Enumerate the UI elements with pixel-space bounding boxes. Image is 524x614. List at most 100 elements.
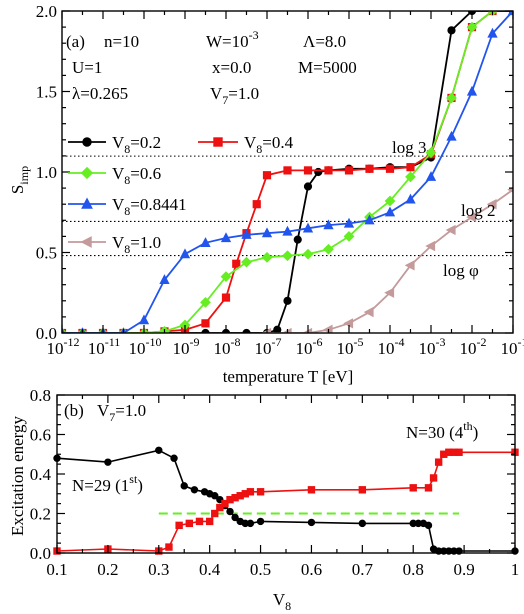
param-m: M=5000 bbox=[298, 58, 357, 77]
x-tick-label: 10-7 bbox=[255, 335, 282, 358]
ticks-a: 0.0 0.5 1.0 1.5 2.0 10-12 10-11 10-10 10-9 10-8 10… bbox=[36, 2, 524, 358]
data-point bbox=[185, 519, 194, 528]
legend-label: V8=0.4 bbox=[244, 133, 294, 156]
param-lambda: λ=0.265 bbox=[72, 84, 128, 103]
annotation-n30: N=30 (4th) bbox=[406, 419, 478, 442]
x-tick-label: 0.7 bbox=[352, 560, 374, 579]
data-point bbox=[165, 543, 173, 551]
data-point bbox=[314, 167, 323, 177]
x-tick-label: 0.3 bbox=[148, 560, 169, 579]
data-point bbox=[273, 325, 282, 333]
param-u: U=1 bbox=[72, 58, 102, 77]
refline-label-logphi: log φ bbox=[443, 261, 479, 280]
data-point bbox=[424, 521, 433, 530]
data-point bbox=[282, 250, 293, 262]
data-point bbox=[365, 164, 374, 173]
panel-a-label: (a) bbox=[66, 32, 85, 51]
series-line bbox=[62, 11, 494, 333]
legend-a: V8=0.2 V8=0.4 V8=0.6 V8=0.8441 V8=1.0 bbox=[68, 133, 294, 256]
data-point bbox=[303, 166, 313, 175]
x-axis-label-b: V8 bbox=[273, 590, 291, 613]
data-point bbox=[256, 517, 265, 526]
data-point bbox=[363, 306, 374, 318]
data-point bbox=[261, 251, 273, 263]
data-point bbox=[231, 513, 239, 522]
data-point bbox=[220, 271, 232, 283]
x-tick-label: 10-5 bbox=[337, 335, 364, 358]
data-point bbox=[201, 319, 210, 328]
data-point bbox=[358, 519, 367, 528]
data-point bbox=[323, 243, 334, 255]
data-point bbox=[303, 182, 313, 191]
series-group-b bbox=[53, 446, 519, 555]
legend-label: V8=0.2 bbox=[112, 133, 161, 156]
data-point bbox=[170, 454, 178, 462]
x-tick-label: 1 bbox=[511, 560, 520, 579]
data-point bbox=[344, 166, 354, 175]
data-point bbox=[405, 171, 416, 183]
data-point bbox=[180, 482, 188, 490]
x-tick-label: 10-12 bbox=[47, 335, 80, 358]
x-tick-label: 0.1 bbox=[46, 560, 67, 579]
data-point bbox=[384, 206, 396, 217]
data-point bbox=[179, 248, 191, 259]
series-line bbox=[56, 451, 515, 552]
param-v7: V7=1.0 bbox=[210, 84, 259, 107]
data-point bbox=[246, 488, 255, 496]
panel-b-text: (b) V7=1.0 N=29 (1st) N=30 (4th) Excitat… bbox=[8, 401, 478, 613]
data-point bbox=[343, 231, 355, 242]
legend-label: V8=0.8441 bbox=[112, 195, 187, 218]
data-point bbox=[293, 235, 302, 244]
x-tick-label: 10-11 bbox=[88, 335, 121, 358]
annotation-n29: N=29 (1st) bbox=[72, 472, 143, 495]
data-point bbox=[221, 293, 231, 302]
data-point bbox=[241, 256, 252, 268]
panel-a: 0.0 0.5 1.0 1.5 2.0 10-12 10-11 10-10 10-9 10-8 10… bbox=[8, 2, 524, 386]
data-point bbox=[200, 237, 211, 247]
legend-marker bbox=[82, 137, 92, 147]
data-point bbox=[159, 274, 170, 284]
legend-marker bbox=[213, 137, 223, 147]
data-point bbox=[211, 509, 219, 518]
data-point bbox=[404, 260, 415, 271]
data-point bbox=[466, 211, 477, 223]
data-point bbox=[384, 287, 395, 298]
data-point bbox=[384, 195, 396, 207]
data-point bbox=[190, 486, 199, 494]
data-point bbox=[358, 486, 367, 494]
data-point bbox=[507, 11, 513, 16]
x-tick-label: 10-2 bbox=[460, 335, 487, 358]
legend-marker bbox=[81, 197, 93, 209]
x-tick-label: 0.5 bbox=[250, 560, 271, 579]
y-tick-label: 0.6 bbox=[30, 426, 51, 445]
y-tick-label: 0.0 bbox=[30, 544, 51, 563]
y-tick-label: 0.5 bbox=[36, 244, 57, 263]
data-point bbox=[261, 227, 273, 238]
data-point bbox=[221, 499, 229, 508]
data-point bbox=[283, 166, 292, 175]
y-tick-label: 0.8 bbox=[30, 386, 51, 405]
data-point bbox=[466, 21, 478, 33]
data-point bbox=[343, 217, 355, 228]
data-point bbox=[256, 488, 265, 496]
param-n: n=10 bbox=[104, 32, 139, 51]
legend-marker bbox=[80, 166, 94, 180]
data-point bbox=[104, 458, 112, 466]
data-point bbox=[211, 492, 219, 500]
data-point bbox=[446, 130, 457, 141]
x-tick-label: 0.6 bbox=[301, 560, 322, 579]
data-point bbox=[220, 232, 232, 243]
data-point bbox=[307, 486, 316, 494]
series-line bbox=[56, 449, 515, 552]
x-axis-label-a: temperature T [eV] bbox=[223, 367, 354, 386]
data-point bbox=[425, 171, 437, 181]
data-point bbox=[200, 297, 211, 308]
data-point bbox=[455, 448, 463, 456]
panel-a-text: (a) n=10 U=1 λ=0.265 W=10-3 x=0.0 V7=1.0… bbox=[8, 28, 495, 386]
x-tick-label: 10-4 bbox=[378, 335, 405, 358]
y-axis-label-b: Excitation energy bbox=[8, 415, 27, 536]
data-point bbox=[252, 200, 261, 209]
x-tick-label: 0.9 bbox=[453, 560, 474, 579]
data-point bbox=[424, 484, 433, 492]
